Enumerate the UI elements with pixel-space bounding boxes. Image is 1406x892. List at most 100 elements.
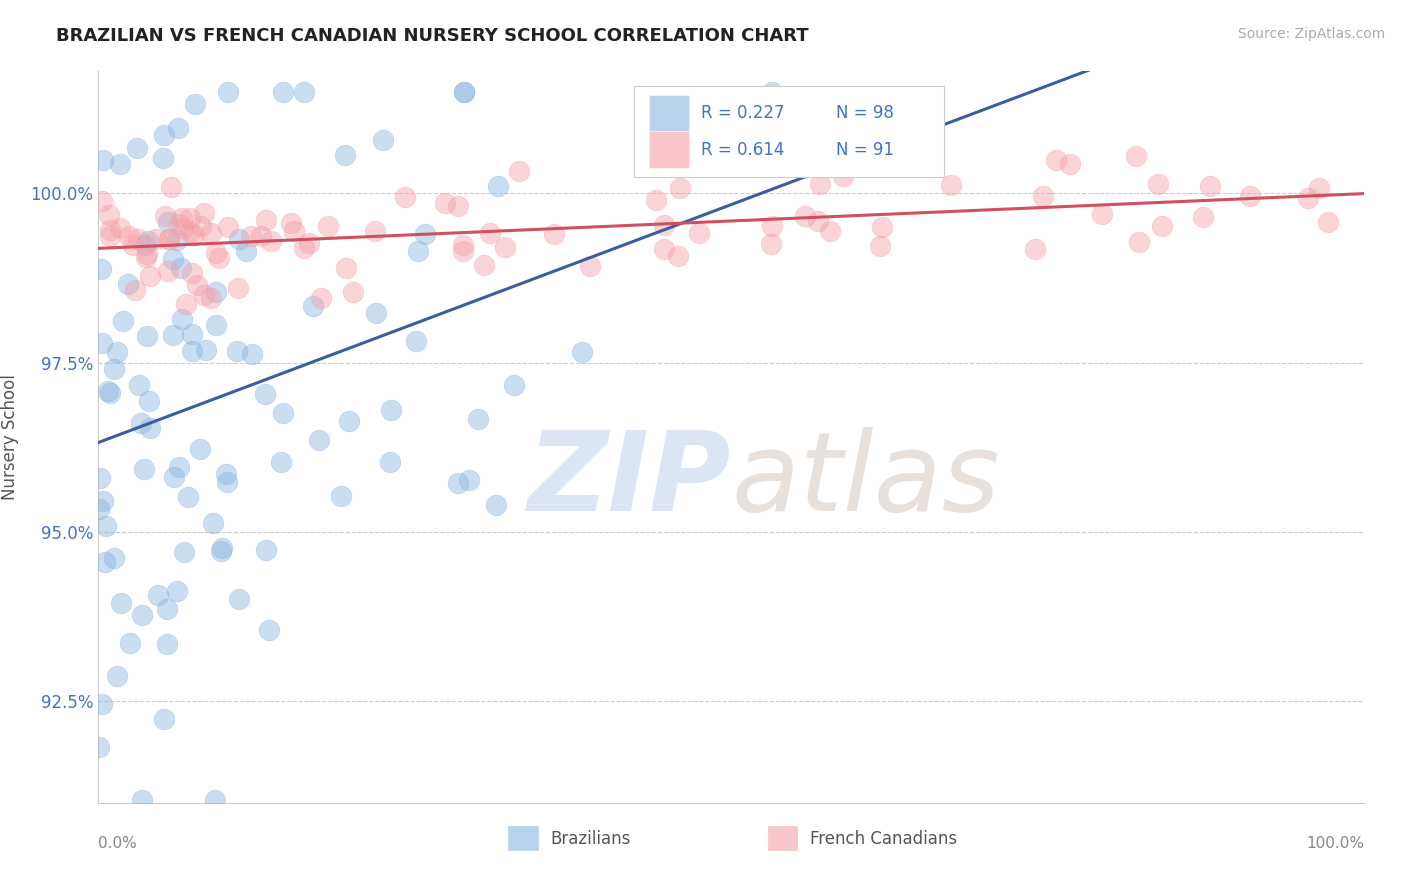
Point [166,120,188,135]
Point [136,234,159,248]
Point [177,490,200,504]
Point [485,498,508,512]
Point [136,247,159,261]
Text: Source: ZipAtlas.com: Source: ZipAtlas.com [1237,27,1385,41]
Point [108,221,131,235]
Point [205,318,228,332]
Text: ZIP: ZIP [527,427,731,534]
Point [183,227,205,242]
Point [761,236,783,251]
Point [380,403,402,417]
Point [153,209,176,223]
Point [180,266,202,280]
Point [152,151,174,165]
Point [172,311,194,326]
Point [652,242,675,256]
Point [486,178,509,193]
Point [250,229,273,244]
Point [688,226,710,240]
Point [186,277,208,292]
Point [273,406,295,420]
Point [201,516,224,530]
Point [1032,189,1054,203]
Point [292,242,315,256]
Point [472,258,495,272]
Point [156,602,179,616]
Point [103,550,125,565]
Point [157,232,180,246]
Point [205,246,228,260]
Point [1024,242,1046,256]
Point [364,305,387,319]
Point [97,208,120,222]
Point [364,224,387,238]
FancyBboxPatch shape [509,826,538,851]
Point [254,213,277,227]
Point [188,442,211,457]
Point [301,299,323,313]
Text: BRAZILIAN VS FRENCH CANADIAN NURSERY SCHOOL CORRELATION CHART: BRAZILIAN VS FRENCH CANADIAN NURSERY SCH… [56,27,808,45]
Point [155,637,177,651]
Point [200,291,222,305]
Point [105,345,128,359]
Point [215,467,238,481]
Point [179,211,201,225]
Text: Brazilians: Brazilians [550,830,630,848]
Point [543,227,565,242]
Point [200,227,222,241]
Point [872,220,894,235]
Point [157,231,180,245]
Text: N = 98: N = 98 [837,104,894,122]
Point [146,588,169,602]
Point [193,205,215,219]
Point [453,85,475,99]
Point [761,85,783,99]
Point [122,238,145,252]
Point [174,296,197,310]
Point [169,217,191,231]
Point [91,493,114,508]
Point [292,85,315,99]
FancyBboxPatch shape [648,131,689,168]
Point [217,219,239,234]
Point [280,216,302,230]
Point [1128,235,1150,249]
Point [225,343,247,358]
Point [508,164,530,178]
Point [91,153,114,167]
Point [91,194,114,208]
Point [1091,207,1114,221]
Point [98,229,121,244]
Point [1199,179,1222,194]
Point [447,199,470,213]
Point [329,489,352,503]
Point [89,471,111,485]
Point [298,235,321,250]
Point [131,793,153,807]
Point [458,473,481,487]
Point [257,623,280,637]
Point [134,237,156,252]
Point [136,329,159,343]
Point [128,378,150,392]
Point [166,233,188,247]
Point [181,326,204,341]
Text: R = 0.614: R = 0.614 [700,141,785,159]
Point [90,262,112,277]
Point [163,469,186,483]
Point [215,475,238,489]
Point [644,193,666,207]
Point [240,229,263,244]
Point [217,85,239,99]
Point [87,740,110,755]
Point [124,283,146,297]
Point [156,264,179,278]
Point [117,228,139,243]
Point [103,361,125,376]
Point [97,384,120,398]
Point [1150,219,1173,233]
Point [127,232,149,246]
Point [652,218,675,232]
Point [447,475,470,490]
Point [160,179,183,194]
